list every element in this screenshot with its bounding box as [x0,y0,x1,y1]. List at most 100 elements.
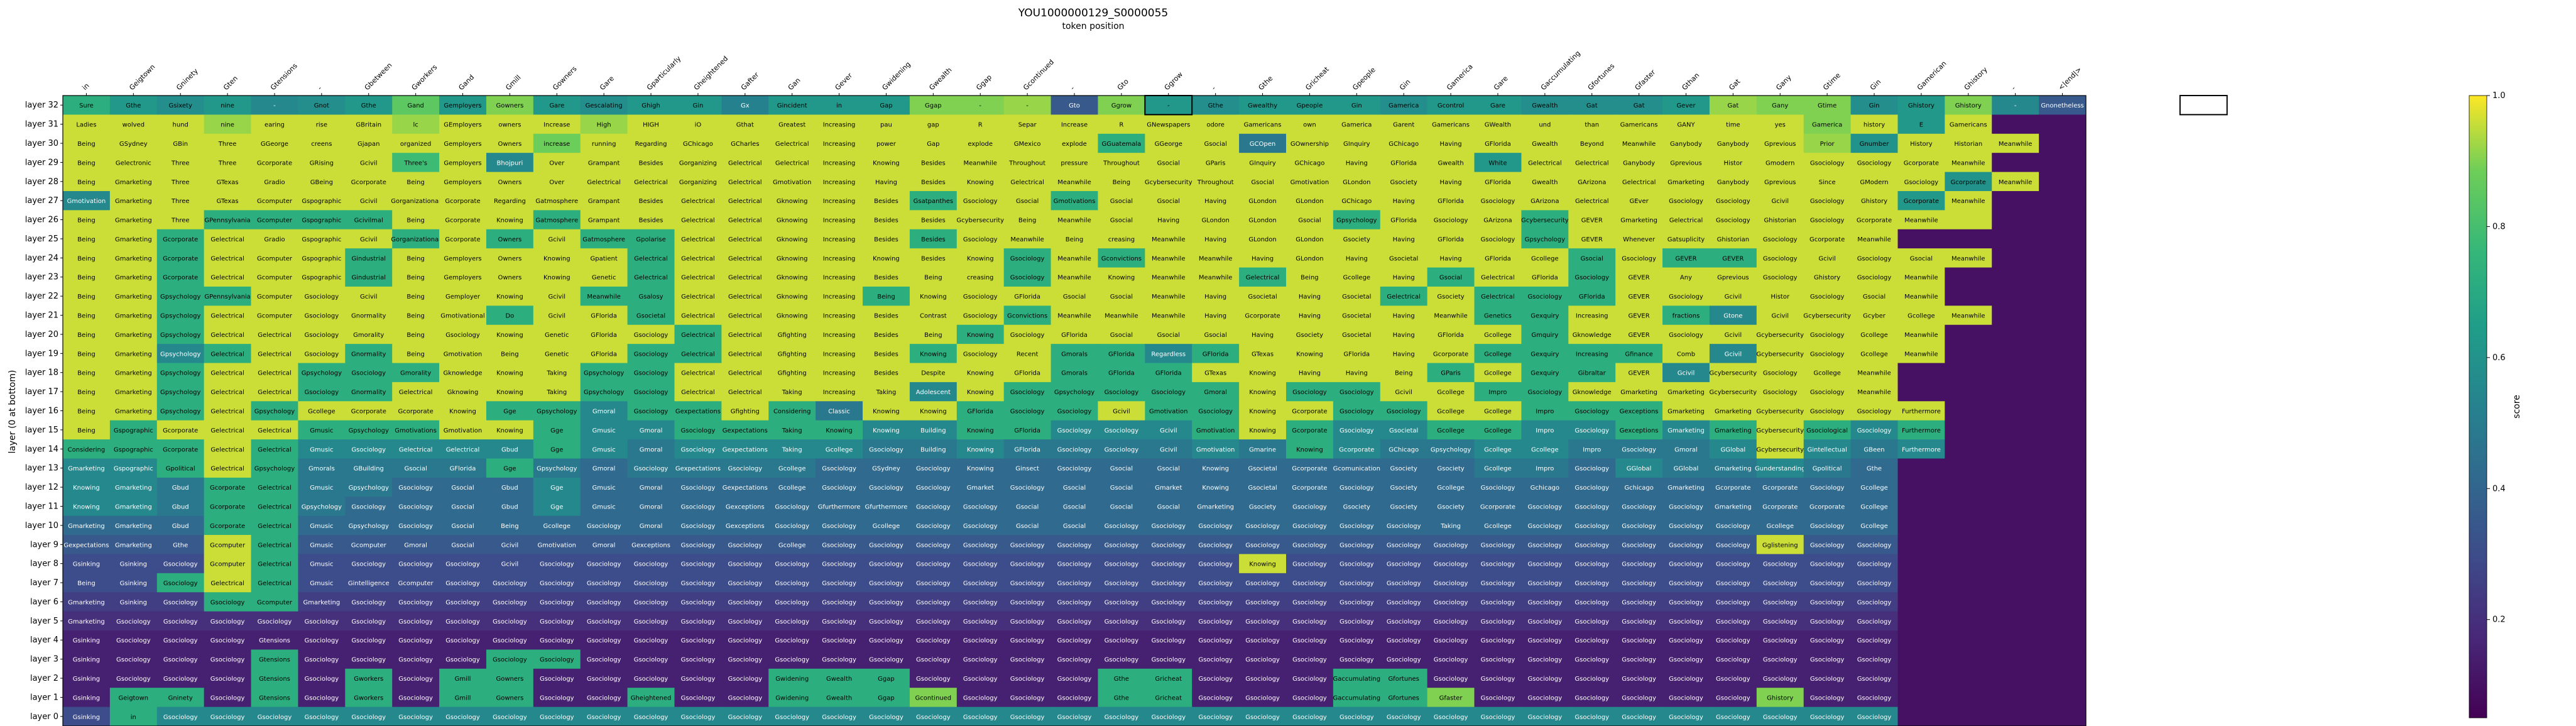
cell-label: Gexceptions [726,503,765,510]
heatmap-cell [1709,305,1757,326]
heatmap-cell [1568,344,1616,364]
cell-label: Gmusic [592,427,615,434]
cell-label: Gsociology [1010,542,1045,549]
heatmap-cell [1756,324,1804,344]
cell-label: Gsociology [1669,332,1703,339]
cell-label: Gcollege [1531,446,1559,453]
cell-label: Gsociology [728,637,762,644]
cell-label: organized [400,141,431,148]
heatmap-cell [251,497,298,517]
cell-label: Gat [1586,102,1598,109]
heatmap-cell [1897,210,1945,230]
cell-label: Gsociology [1387,561,1421,568]
heatmap-cell [1945,267,1992,287]
heatmap-cell [109,267,158,287]
heatmap-cell [1239,420,1287,440]
cell-label: Gsociology [587,657,621,664]
column-label: Gthe [1257,74,1274,92]
heatmap-cell [345,114,393,135]
cell-label: Gsociology [1245,637,1280,644]
cell-label: Gmotivation [773,179,812,186]
cell-label: Gorganizational [391,236,440,243]
heatmap-cell [156,477,205,497]
cell-label: yes [1775,122,1786,129]
cell-label: GFlorida [1014,446,1040,453]
heatmap-cell [486,267,534,287]
heatmap-cell [1003,477,1052,497]
cell-label: GFlorida [1438,332,1464,339]
cell-label: Having [1346,160,1368,167]
cell-label: than [1585,122,1599,129]
heatmap-cell [533,286,581,306]
heatmap-cell [1380,477,1428,497]
heatmap-cell [1003,592,1052,612]
heatmap-cell [1051,190,1098,211]
heatmap-cell [1521,477,1569,497]
heatmap-cell [909,535,958,554]
cell-label: Gsociology [1481,637,1515,644]
heatmap-cell [1850,190,1898,211]
cell-label: Gsociology [1528,294,1563,300]
cell-label: Meanwhile [1434,313,1467,320]
heatmap-cell [63,573,111,593]
cell-label: Gsociety [1296,332,1323,339]
heatmap-cell [345,554,393,574]
heatmap-cell [1662,611,1710,631]
cell-label: Gsocial [1157,160,1180,167]
heatmap-cell [1945,248,1992,268]
heatmap-cell [1897,497,1945,517]
cell-label: Gsociology [1763,657,1798,664]
heatmap-cell [1333,420,1381,440]
cell-label: Knowing [967,446,994,453]
heatmap-cell [816,458,863,478]
heatmap-cell [1239,248,1287,268]
heatmap-cell [1521,324,1569,344]
heatmap-cell [533,401,581,421]
cell-label: GEver [1629,198,1649,205]
heatmap-cell [768,344,816,364]
cell-label: Gcivil [548,313,566,320]
cell-label: creasing [967,275,993,282]
cell-label: Ggap [878,676,895,683]
cell-label: Whenever [1623,236,1656,243]
cell-label: Increasing [823,294,856,300]
heatmap-cell [1992,477,2039,497]
heatmap-cell [1285,573,1334,593]
cell-label: Knowing [1202,466,1229,473]
cell-label: Gknowing [777,236,808,243]
heatmap-cell [1380,172,1428,192]
cell-label: Gsociology [1716,637,1750,644]
cell-label: Gge [503,466,516,473]
heatmap-cell [1521,190,1569,211]
cell-label: GFlorida [1485,179,1511,186]
heatmap-cell [533,515,581,536]
cell-label: Gmarketing [115,370,152,377]
heatmap-cell [1803,382,1852,402]
cell-label: Gcorporate [1245,313,1280,320]
cell-label: Besides [921,160,946,167]
column-label: Gaccumulating [1539,49,1582,92]
cell-label: Gfighting [778,370,807,377]
heatmap-cell [1145,210,1192,230]
cell-label: Gsociology [1528,580,1563,587]
heatmap-cell [1333,210,1381,230]
cell-label: Increase [1061,122,1088,129]
heatmap-cell [1239,573,1287,593]
heatmap-cell [1709,267,1757,287]
cell-label: Gmoral [592,466,616,473]
cell-label: Throughout [1008,160,1045,167]
cell-label: Gsociology [540,695,574,701]
cell-label: nine [221,122,234,129]
heatmap-cell [580,401,628,421]
cell-label: Gsociology [916,561,951,568]
cell-label: Gpsychology [160,370,200,377]
heatmap-cell [1098,96,1145,115]
cell-label: Gsociology [1528,542,1563,549]
cell-label: Gelectrical [728,370,762,377]
cell-label: Gcorporate [163,446,198,453]
heatmap-cell [2039,477,2087,497]
cell-label: Gmarketing [115,313,152,320]
heatmap-cell [63,363,111,383]
row-label: layer 15 [25,426,58,435]
heatmap-cell [721,324,769,344]
